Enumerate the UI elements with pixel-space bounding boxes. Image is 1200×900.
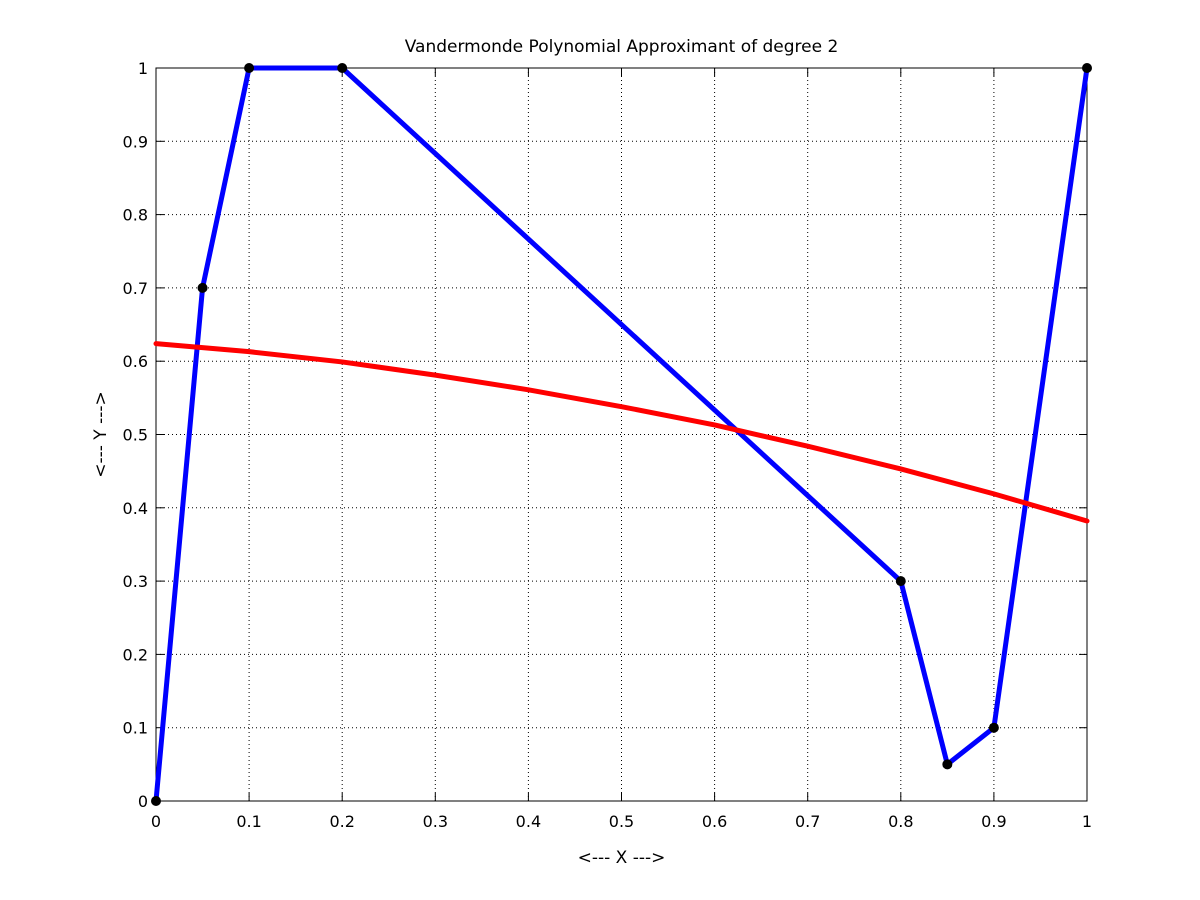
marker-layer (151, 63, 1092, 806)
x-tick-label: 0.6 (702, 812, 727, 831)
y-tick-label: 0.6 (123, 352, 148, 371)
x-tick-label: 0.8 (888, 812, 913, 831)
x-tick-labels: 0 0.1 0.2 0.3 0.4 0.5 0.6 0.7 0.8 0.9 1 (151, 812, 1092, 831)
y-tick-labels: 0 0.1 0.2 0.3 0.4 0.5 0.6 0.7 0.8 0.9 1 (123, 59, 148, 811)
x-axis-label: <--- X ---> (578, 848, 666, 868)
chart-title: Vandermonde Polynomial Approximant of de… (405, 37, 839, 57)
data-point-marker (337, 63, 348, 73)
x-tick-label: 0.9 (981, 812, 1006, 831)
plot-area (156, 68, 1087, 801)
y-tick-label: 0.8 (123, 206, 148, 225)
x-tick-label: 0.3 (423, 812, 448, 831)
data-point-marker (988, 722, 999, 733)
x-tick-label: 0.5 (609, 812, 634, 831)
data-point-marker (942, 759, 953, 770)
x-tick-label: 0.2 (329, 812, 354, 831)
x-tick-label: 0.7 (795, 812, 820, 831)
data-point-marker (244, 63, 255, 73)
y-tick-label: 0.1 (123, 719, 148, 738)
data-point-marker (151, 796, 161, 806)
y-tick-label: 0.2 (123, 645, 148, 664)
x-tick-label: 1 (1082, 812, 1092, 831)
data-series-line (153, 65, 1090, 804)
x-tick-label: 0.1 (236, 812, 261, 831)
data-point-marker (1082, 63, 1092, 73)
y-tick-label: 0.7 (123, 279, 148, 298)
approximant-curve (153, 341, 1090, 524)
data-point-marker (895, 576, 906, 587)
y-tick-label: 0.4 (123, 499, 148, 518)
y-axis-label: <--- Y ---> (91, 391, 111, 478)
x-tick-label: 0 (151, 812, 161, 831)
y-tick-label: 0.3 (123, 572, 148, 591)
data-point-marker (197, 282, 208, 293)
y-tick-label: 1 (138, 59, 148, 78)
series-layer (153, 65, 1090, 804)
y-tick-label: 0 (138, 792, 148, 811)
x-tick-label: 0.4 (516, 812, 541, 831)
y-tick-label: 0.9 (123, 132, 148, 151)
y-tick-label: 0.5 (123, 426, 148, 445)
